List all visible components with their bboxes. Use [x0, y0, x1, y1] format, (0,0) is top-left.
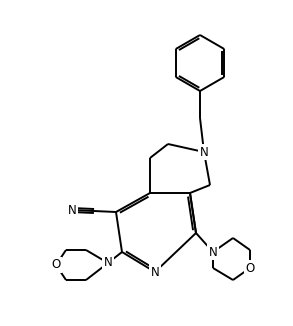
Text: N: N	[68, 203, 76, 216]
Text: O: O	[51, 259, 61, 272]
Text: N: N	[151, 265, 159, 278]
Text: N: N	[209, 245, 217, 259]
Text: N: N	[104, 257, 113, 270]
Text: O: O	[245, 261, 255, 274]
Text: N: N	[200, 145, 208, 158]
